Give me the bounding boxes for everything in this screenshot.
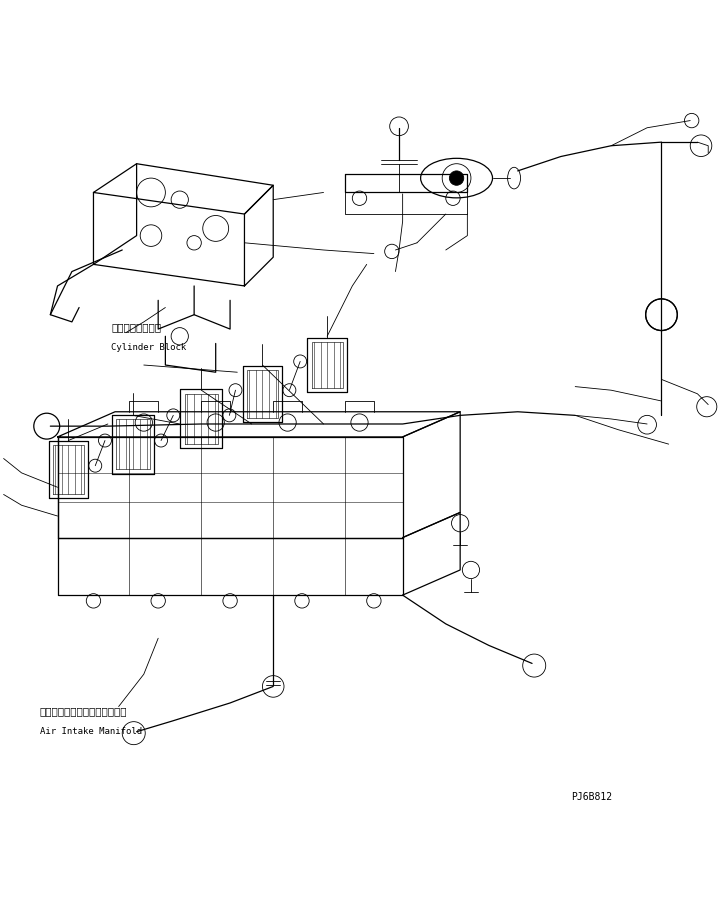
Text: エアーインテイクマニホルード: エアーインテイクマニホルード bbox=[40, 707, 127, 716]
Text: PJ6B812: PJ6B812 bbox=[572, 792, 613, 802]
Text: Air Intake Manifold: Air Intake Manifold bbox=[40, 727, 142, 736]
Circle shape bbox=[449, 171, 464, 185]
Text: Cylinder Block: Cylinder Block bbox=[111, 343, 187, 352]
Circle shape bbox=[34, 414, 60, 439]
Circle shape bbox=[646, 299, 677, 330]
Text: シリンダブロック: シリンダブロック bbox=[111, 323, 162, 333]
